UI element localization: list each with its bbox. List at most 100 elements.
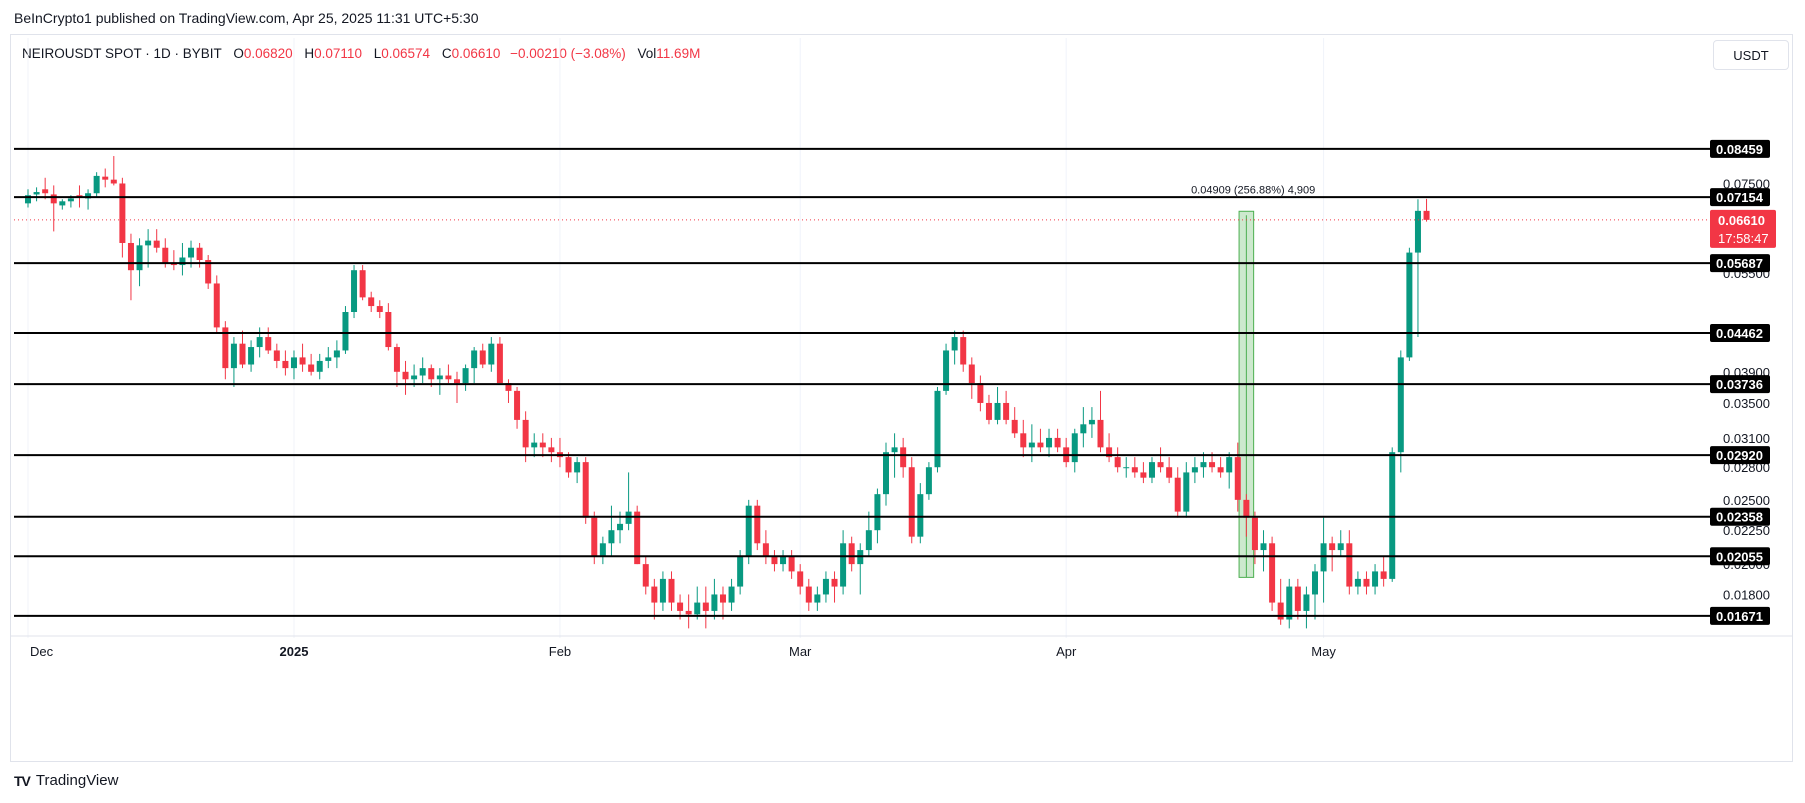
candle-body[interactable]	[1389, 452, 1396, 579]
candle-body[interactable]	[1337, 543, 1344, 551]
candle-body[interactable]	[359, 270, 366, 298]
candle-body[interactable]	[419, 368, 426, 376]
candle-body[interactable]	[265, 337, 272, 351]
candle-body[interactable]	[50, 194, 57, 204]
candle-body[interactable]	[1286, 586, 1293, 620]
candle-body[interactable]	[883, 452, 889, 495]
candle-body[interactable]	[93, 175, 100, 194]
candle-body[interactable]	[162, 247, 169, 263]
candle-body[interactable]	[1166, 467, 1173, 478]
candle-body[interactable]	[943, 350, 950, 391]
candle-body[interactable]	[1423, 210, 1430, 220]
candle-body[interactable]	[1303, 594, 1310, 611]
candle-body[interactable]	[874, 494, 881, 531]
candle-body[interactable]	[1329, 543, 1336, 551]
candle-body[interactable]	[1003, 402, 1010, 420]
candle-body[interactable]	[33, 192, 40, 195]
candle-body[interactable]	[565, 457, 572, 473]
candle-body[interactable]	[496, 343, 503, 384]
candle-body[interactable]	[1380, 571, 1387, 579]
candle-body[interactable]	[737, 557, 744, 587]
candle-body[interactable]	[1251, 517, 1258, 551]
candle-body[interactable]	[968, 364, 975, 384]
candle-body[interactable]	[1260, 543, 1267, 551]
candle-body[interactable]	[110, 179, 117, 184]
candle-body[interactable]	[179, 257, 186, 266]
candle-body[interactable]	[1071, 433, 1078, 463]
candle-body[interactable]	[788, 557, 795, 572]
candle-body[interactable]	[994, 402, 1001, 420]
candle-body[interactable]	[1312, 571, 1318, 595]
candle-body[interactable]	[1217, 467, 1224, 473]
candle-body[interactable]	[1269, 543, 1276, 603]
candle-body[interactable]	[814, 594, 821, 603]
candle-body[interactable]	[436, 375, 443, 380]
candle-body[interactable]	[1320, 543, 1327, 572]
currency-button[interactable]: USDT	[1713, 40, 1789, 70]
candle-body[interactable]	[488, 343, 495, 365]
symbol-name[interactable]: NEIROUSDT SPOT · 1D · BYBIT	[22, 46, 222, 61]
candle-body[interactable]	[1191, 467, 1198, 473]
candle-body[interactable]	[1294, 586, 1301, 611]
candle-body[interactable]	[659, 578, 666, 603]
candle-body[interactable]	[599, 543, 606, 558]
candle-body[interactable]	[222, 327, 229, 369]
candle-body[interactable]	[1277, 602, 1284, 620]
candle-body[interactable]	[822, 578, 829, 595]
candle-body[interactable]	[960, 337, 967, 365]
candle-body[interactable]	[1363, 578, 1370, 587]
candle-body[interactable]	[677, 602, 684, 611]
candle-body[interactable]	[582, 462, 589, 518]
candle-body[interactable]	[531, 442, 538, 448]
candle-body[interactable]	[213, 283, 220, 328]
candle-body[interactable]	[1028, 442, 1035, 448]
candle-body[interactable]	[985, 402, 992, 420]
candle-body[interactable]	[702, 602, 709, 611]
candle-body[interactable]	[282, 360, 289, 369]
candle-body[interactable]	[1414, 210, 1421, 253]
candle-body[interactable]	[471, 350, 478, 369]
candle-body[interactable]	[668, 578, 675, 603]
candle-body[interactable]	[1106, 447, 1113, 458]
candle-body[interactable]	[1226, 457, 1233, 473]
candle-body[interactable]	[908, 467, 915, 537]
candle-body[interactable]	[445, 375, 452, 380]
candle-body[interactable]	[1148, 462, 1155, 478]
candle-body[interactable]	[42, 189, 49, 194]
candle-body[interactable]	[479, 350, 486, 365]
candle-body[interactable]	[85, 193, 92, 199]
candle-body[interactable]	[376, 306, 383, 313]
candle-body[interactable]	[780, 557, 787, 565]
candle-body[interactable]	[848, 543, 855, 565]
candle-body[interactable]	[368, 297, 375, 307]
candle-body[interactable]	[333, 350, 340, 358]
candle-body[interactable]	[694, 602, 701, 615]
candle-body[interactable]	[256, 337, 263, 348]
candle-body[interactable]	[67, 198, 74, 202]
candle-body[interactable]	[1397, 357, 1404, 453]
candle-body[interactable]	[428, 368, 435, 380]
candle-body[interactable]	[840, 543, 847, 587]
candle-body[interactable]	[1054, 437, 1061, 448]
candle-body[interactable]	[239, 343, 246, 365]
candle-body[interactable]	[1131, 467, 1138, 473]
candle-body[interactable]	[951, 337, 958, 351]
candle-body[interactable]	[1011, 419, 1018, 434]
candle-body[interactable]	[771, 557, 778, 565]
candle-body[interactable]	[316, 360, 323, 372]
candle-body[interactable]	[1140, 472, 1147, 478]
candle-body[interactable]	[59, 201, 66, 206]
candle-body[interactable]	[891, 447, 898, 453]
candle-body[interactable]	[685, 610, 692, 615]
candle-body[interactable]	[1372, 571, 1379, 587]
candle-body[interactable]	[522, 419, 529, 448]
candle-body[interactable]	[205, 259, 212, 284]
candle-body[interactable]	[754, 505, 761, 544]
candle-body[interactable]	[1020, 433, 1027, 448]
candle-body[interactable]	[342, 312, 349, 351]
candle-body[interactable]	[1183, 472, 1190, 512]
candle-body[interactable]	[1174, 477, 1181, 512]
candle-body[interactable]	[454, 379, 460, 384]
candle-body[interactable]	[1200, 462, 1207, 468]
